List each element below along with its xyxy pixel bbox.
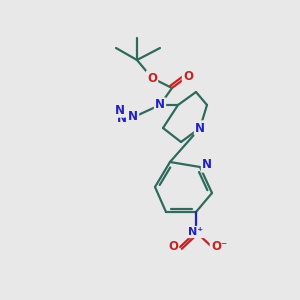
Text: O⁻: O⁻	[211, 241, 227, 254]
Text: N: N	[128, 110, 138, 122]
Text: N: N	[155, 98, 165, 112]
Text: N: N	[195, 122, 205, 134]
Text: O: O	[168, 241, 178, 254]
Text: N: N	[117, 112, 127, 124]
Text: N⁺: N⁺	[188, 227, 204, 237]
Text: N: N	[202, 158, 212, 172]
Text: O: O	[147, 71, 157, 85]
Text: N: N	[115, 103, 125, 116]
Text: O: O	[183, 70, 193, 83]
